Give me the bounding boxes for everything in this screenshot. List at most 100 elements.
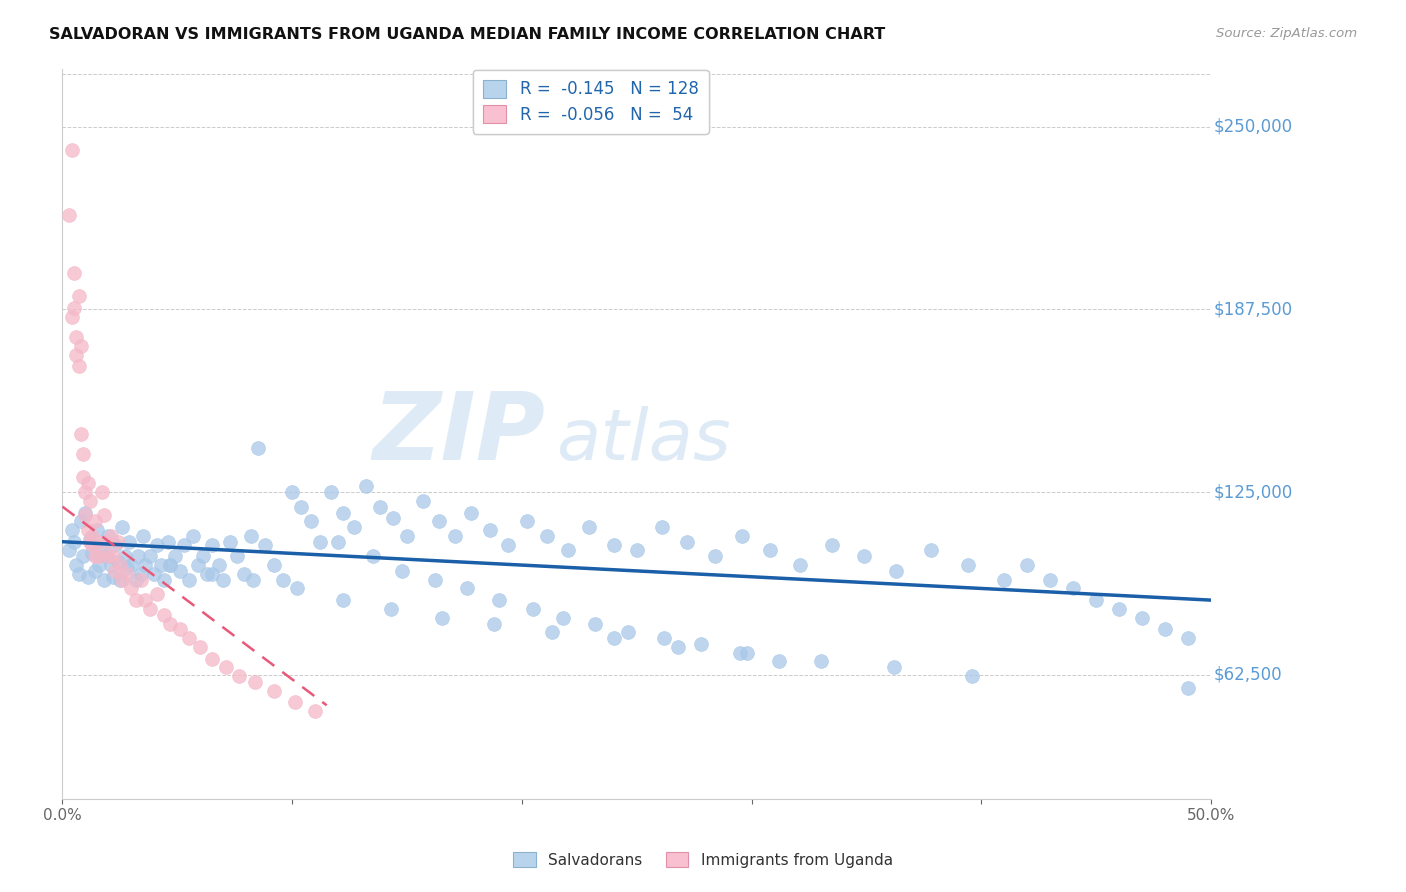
Text: ZIP: ZIP [373, 388, 546, 480]
Point [90, 538, 112, 552]
Point [76, 523, 98, 537]
Point [553, 610, 575, 624]
Legend: Salvadorans, Immigrants from Uganda: Salvadorans, Immigrants from Uganda [508, 846, 898, 873]
Point [1177, 631, 1199, 645]
Point [540, 625, 562, 640]
Point [169, 564, 191, 578]
Point [332, 593, 354, 607]
Point [478, 523, 501, 537]
Point [1130, 610, 1153, 624]
Point [90, 485, 112, 500]
Point [108, 558, 131, 572]
Point [361, 549, 384, 564]
Point [412, 493, 434, 508]
Point [735, 646, 758, 660]
Point [72, 447, 94, 461]
Point [76, 570, 98, 584]
Point [201, 566, 224, 581]
Point [616, 625, 638, 640]
Point [108, 573, 131, 587]
Point [522, 602, 544, 616]
Point [239, 529, 262, 543]
Point [212, 573, 235, 587]
Point [58, 208, 80, 222]
Point [97, 529, 120, 543]
Point [993, 573, 1015, 587]
Text: $125,000: $125,000 [1213, 483, 1292, 501]
Point [82, 529, 104, 543]
Point [100, 529, 122, 543]
Point [93, 508, 115, 523]
Point [134, 593, 156, 607]
Point [152, 607, 174, 622]
Point [651, 520, 673, 534]
Point [228, 669, 250, 683]
Point [853, 549, 876, 564]
Point [127, 549, 149, 564]
Point [603, 538, 626, 552]
Point [233, 566, 256, 581]
Point [60, 144, 83, 158]
Text: $187,500: $187,500 [1213, 301, 1292, 318]
Point [72, 470, 94, 484]
Point [578, 520, 600, 534]
Point [177, 573, 200, 587]
Point [368, 500, 391, 514]
Point [104, 538, 127, 552]
Point [82, 546, 104, 560]
Point [332, 506, 354, 520]
Point [201, 651, 224, 665]
Point [63, 301, 86, 315]
Legend: R =  -0.145   N = 128, R =  -0.056   N =  54: R = -0.145 N = 128, R = -0.056 N = 54 [472, 70, 709, 134]
Point [100, 558, 122, 572]
Point [132, 529, 155, 543]
Point [354, 479, 377, 493]
Point [304, 704, 326, 718]
Point [86, 523, 108, 537]
Point [159, 558, 181, 572]
Point [430, 610, 453, 624]
Point [703, 549, 725, 564]
Point [299, 514, 322, 528]
Point [626, 543, 648, 558]
Point [263, 683, 285, 698]
Point [139, 549, 162, 564]
Point [183, 529, 205, 543]
Point [226, 549, 249, 564]
Point [65, 348, 87, 362]
Point [165, 549, 187, 564]
Point [111, 520, 134, 534]
Point [382, 511, 405, 525]
Point [253, 538, 276, 552]
Point [1085, 593, 1108, 607]
Point [516, 514, 538, 528]
Point [585, 616, 607, 631]
Point [129, 566, 152, 581]
Point [76, 476, 98, 491]
Point [150, 558, 173, 572]
Point [728, 646, 751, 660]
Point [72, 549, 94, 564]
Point [1062, 582, 1084, 596]
Point [1154, 623, 1177, 637]
Point [120, 558, 142, 572]
Point [1108, 602, 1130, 616]
Point [111, 573, 134, 587]
Point [79, 534, 101, 549]
Point [139, 602, 162, 616]
Point [283, 695, 305, 709]
Point [557, 543, 579, 558]
Point [603, 631, 626, 645]
Point [219, 534, 242, 549]
Point [1017, 558, 1039, 572]
Point [79, 493, 101, 508]
Point [810, 655, 832, 669]
Point [169, 623, 191, 637]
Point [208, 558, 231, 572]
Point [396, 529, 419, 543]
Point [285, 582, 308, 596]
Point [115, 561, 138, 575]
Point [118, 534, 141, 549]
Point [107, 555, 129, 569]
Point [242, 573, 264, 587]
